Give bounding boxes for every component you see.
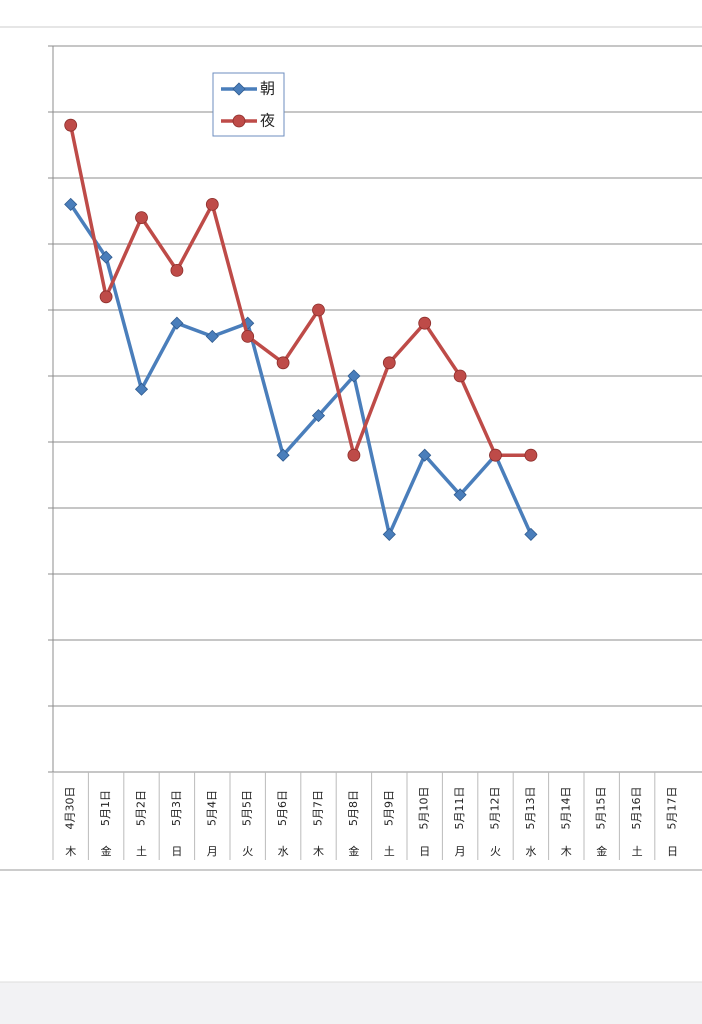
x-tick-label: 5月2日 (135, 790, 148, 826)
weekday-label: 日 (419, 845, 430, 858)
weekday-label: 月 (207, 845, 218, 858)
point (382, 356, 396, 370)
weekday-label: 金 (348, 844, 359, 858)
weekday-label: 金 (596, 844, 607, 858)
x-tick-label: 4月30日 (64, 787, 77, 830)
point (170, 316, 184, 330)
point (64, 118, 78, 132)
legend-box (212, 72, 285, 137)
point (312, 303, 325, 317)
x-tick-label: 5月17日 (666, 787, 679, 830)
point (418, 448, 432, 462)
point (134, 382, 149, 396)
legend-label: 夜 (260, 112, 275, 130)
x-tick-label: 5月12日 (489, 787, 502, 830)
x-tick-label: 5月14日 (559, 787, 572, 830)
point (453, 369, 467, 383)
x-tick-label: 5月11日 (453, 787, 466, 830)
weekday-label: 木 (561, 845, 572, 858)
point (382, 527, 396, 541)
weekday-label: 水 (278, 845, 289, 858)
point (453, 488, 467, 502)
point (524, 448, 538, 462)
x-tick-label: 5月10日 (418, 787, 431, 830)
x-tick-label: 5月16日 (630, 787, 643, 830)
weekday-label: 月 (455, 845, 466, 858)
point (418, 316, 432, 330)
point (347, 448, 361, 462)
point (524, 527, 538, 541)
point (241, 329, 255, 343)
x-tick-label: 5月9日 (382, 790, 395, 826)
weekday-label: 木 (313, 845, 324, 858)
x-tick-label: 5月1日 (99, 790, 112, 826)
weekday-label: 土 (136, 845, 147, 858)
legend-label: 朝 (260, 80, 275, 98)
point (64, 197, 78, 211)
point (99, 290, 113, 304)
x-tick-label: 5月8日 (347, 790, 360, 826)
point (311, 409, 326, 423)
weekday-label: 木 (65, 845, 76, 858)
point (205, 329, 219, 343)
weekday-label: 日 (667, 845, 678, 858)
weekday-label: 日 (171, 845, 182, 858)
x-tick-label: 5月15日 (595, 787, 608, 830)
x-tick-label: 5月4日 (205, 790, 218, 826)
weekday-label: 水 (525, 845, 536, 858)
point (276, 356, 290, 370)
legend-marker (232, 114, 246, 128)
weekday-label: 土 (632, 845, 643, 858)
x-tick-label: 5月7日 (312, 790, 325, 826)
legend-marker (232, 82, 246, 96)
point (99, 250, 113, 264)
weekday-label: 金 (101, 844, 112, 858)
point (276, 448, 290, 462)
series-line (69, 203, 533, 537)
series-line (68, 124, 531, 457)
point (347, 369, 361, 383)
x-tick-label: 5月13日 (524, 787, 537, 830)
x-tick-label: 5月3日 (170, 790, 183, 826)
footer-bar (0, 982, 702, 1024)
point (135, 211, 148, 225)
x-tick-label: 5月5日 (241, 790, 254, 826)
point (205, 197, 219, 211)
weekday-label: 火 (490, 845, 501, 858)
x-tick-label: 5月6日 (276, 790, 289, 826)
weekday-label: 土 (384, 845, 395, 858)
weekday-label: 火 (242, 845, 253, 858)
point (170, 263, 184, 277)
point (489, 448, 502, 462)
